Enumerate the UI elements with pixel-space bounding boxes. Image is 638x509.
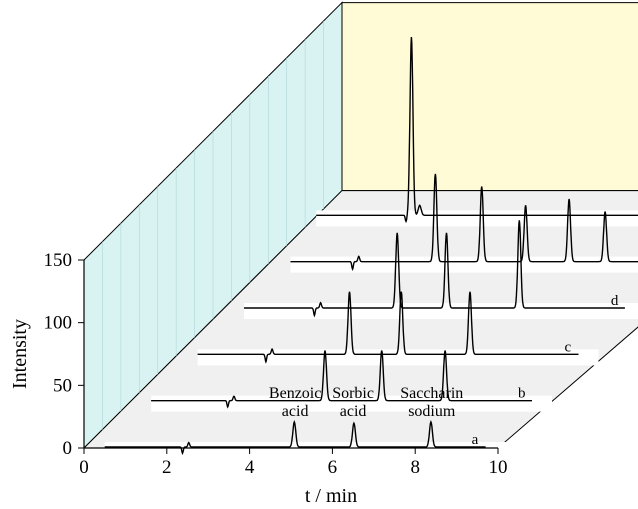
y-tick-label: 100 bbox=[44, 313, 73, 334]
y-tick-label: 0 bbox=[63, 438, 73, 459]
series-floor-strip bbox=[105, 442, 506, 458]
x-axis-title: t / min bbox=[305, 485, 357, 504]
series-floor-strip bbox=[316, 210, 638, 226]
series-label-c: c bbox=[564, 339, 571, 355]
y-tick-label: 50 bbox=[53, 375, 72, 396]
peak-label: acid bbox=[282, 403, 309, 420]
series-floor-strip bbox=[244, 303, 638, 319]
x-tick-label: 2 bbox=[162, 457, 172, 478]
peak-label: Saccharin bbox=[400, 385, 463, 402]
series-floor-strip bbox=[290, 257, 638, 273]
peak-label: acid bbox=[340, 403, 367, 420]
x-tick-label: 6 bbox=[328, 457, 338, 478]
series-label-b: b bbox=[518, 386, 526, 402]
peak-label: sodium bbox=[408, 403, 456, 420]
x-tick-label: 8 bbox=[410, 457, 420, 478]
x-tick-label: 4 bbox=[245, 457, 255, 478]
x-tick-label: 0 bbox=[79, 457, 89, 478]
series-label-d: d bbox=[611, 293, 619, 309]
y-axis-title: Intensity bbox=[9, 319, 31, 389]
peak-label: Benzoic bbox=[269, 385, 321, 402]
peak-label: Sorbic bbox=[332, 385, 374, 402]
y-tick-label: 150 bbox=[44, 250, 73, 271]
back-wall bbox=[342, 3, 638, 191]
series-label-a: a bbox=[472, 432, 479, 448]
x-tick-label: 10 bbox=[489, 457, 508, 478]
